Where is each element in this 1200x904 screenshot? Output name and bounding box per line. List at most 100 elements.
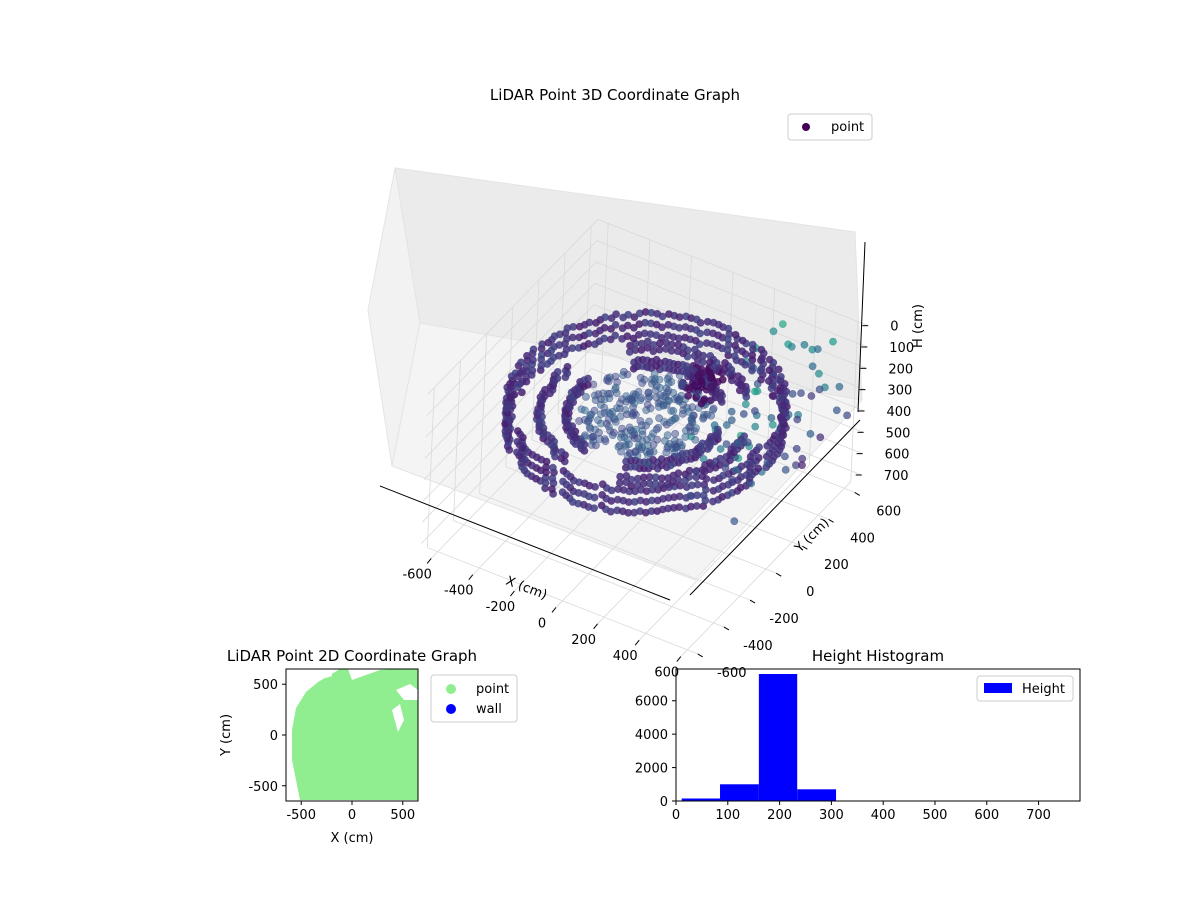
y-tick-mark xyxy=(776,573,781,576)
point-3d xyxy=(700,352,707,359)
point-3d xyxy=(731,353,738,360)
point-3d xyxy=(517,380,524,387)
point-3d xyxy=(755,465,762,472)
point-3d xyxy=(576,417,583,424)
point-3d xyxy=(814,346,821,353)
point-3d xyxy=(639,438,646,445)
point-3d xyxy=(740,410,747,417)
point-3d xyxy=(770,393,777,400)
point-3d xyxy=(602,314,609,321)
point-3d xyxy=(646,418,653,425)
point-3d xyxy=(601,335,608,342)
point-3d xyxy=(632,391,639,398)
x-tick-label-hist: 500 xyxy=(923,808,948,823)
point-3d xyxy=(560,467,567,474)
point-3d xyxy=(591,494,598,501)
point-3d xyxy=(770,328,777,335)
point-3d xyxy=(797,390,804,397)
point-3d xyxy=(644,338,651,345)
point-3d xyxy=(513,449,520,456)
point-3d xyxy=(687,492,694,499)
point-3d xyxy=(728,408,735,415)
point-3d xyxy=(732,331,739,338)
point-3d xyxy=(623,472,630,479)
point-3d xyxy=(798,462,805,469)
point-3d xyxy=(700,415,707,422)
y-tick-label: 200 xyxy=(824,558,849,573)
x-tick-label: 200 xyxy=(571,633,596,648)
x-tick-label-hist: 300 xyxy=(819,808,844,823)
point-3d xyxy=(678,379,685,386)
point-3d xyxy=(530,346,537,353)
z-axis-label: H (cm) xyxy=(911,304,926,348)
x-tick-label: -400 xyxy=(444,584,474,599)
y-tick-label-hist: 2000 xyxy=(635,762,668,777)
point-3d xyxy=(514,427,521,434)
legend-2d-marker-point xyxy=(446,684,456,694)
point-3d xyxy=(788,343,795,350)
point-3d xyxy=(654,310,661,317)
y-tick-label: -600 xyxy=(717,666,747,681)
point-3d xyxy=(789,390,796,397)
x-tick-label-hist: 700 xyxy=(1026,808,1051,823)
chart-2d-title: LiDAR Point 2D Coordinate Graph xyxy=(227,647,477,665)
y-tick-label: -200 xyxy=(769,612,799,627)
point-3d xyxy=(693,326,700,333)
y-tick-mark xyxy=(750,600,755,603)
point-3d xyxy=(732,342,739,349)
point-3d xyxy=(511,391,518,398)
point-3d xyxy=(735,373,742,380)
point-3d xyxy=(829,338,836,345)
point-3d xyxy=(731,518,738,525)
point-3d xyxy=(749,352,756,359)
point-3d xyxy=(578,406,585,413)
point-3d xyxy=(807,430,814,437)
point-3d xyxy=(801,341,808,348)
y-tick-label-2d: 500 xyxy=(253,678,278,693)
point-3d xyxy=(836,383,843,390)
x-tick-label-2d: 0 xyxy=(348,808,356,823)
point-3d xyxy=(559,478,566,485)
point-3d xyxy=(645,389,652,396)
point-3d xyxy=(676,439,683,446)
point-3d xyxy=(815,370,822,377)
point-3d xyxy=(755,454,762,461)
z-tick-label: 0 xyxy=(890,320,898,335)
point-3d xyxy=(686,467,693,474)
point-3d xyxy=(592,426,599,433)
point-3d xyxy=(782,466,789,473)
point-3d xyxy=(757,357,764,364)
point-3d xyxy=(598,502,605,509)
point-3d xyxy=(615,443,622,450)
x-axis-label-2d: X (cm) xyxy=(331,831,374,846)
point-3d xyxy=(693,502,700,509)
point-3d xyxy=(724,336,731,343)
point-3d xyxy=(602,438,609,445)
point-3d xyxy=(751,407,758,414)
point-3d xyxy=(693,316,700,323)
x-tick-label-hist: 0 xyxy=(672,808,680,823)
point-3d xyxy=(589,433,596,440)
point-3d xyxy=(581,490,588,497)
y-tick-label-hist: 6000 xyxy=(635,695,668,710)
legend-2d-label-wall: wall xyxy=(476,702,502,717)
point-3d xyxy=(707,352,714,359)
point-3d xyxy=(569,334,576,341)
point-3d xyxy=(833,407,840,414)
point-3d xyxy=(569,345,576,352)
x-tick-mark xyxy=(427,558,431,563)
point-3d xyxy=(644,401,651,408)
point-3d xyxy=(592,483,599,490)
point-3d xyxy=(581,480,588,487)
point-3d xyxy=(768,414,775,421)
point-3d xyxy=(744,439,751,446)
point-3d xyxy=(725,325,732,332)
point-3d xyxy=(729,476,736,483)
point-3d xyxy=(758,346,765,353)
point-3d xyxy=(683,363,690,370)
x-tick-mark xyxy=(510,591,514,596)
legend-histogram: Height xyxy=(977,676,1073,701)
y-tick-label: 600 xyxy=(876,504,901,519)
point-3d xyxy=(734,440,741,447)
chart-3d-title: LiDAR Point 3D Coordinate Graph xyxy=(490,86,740,104)
